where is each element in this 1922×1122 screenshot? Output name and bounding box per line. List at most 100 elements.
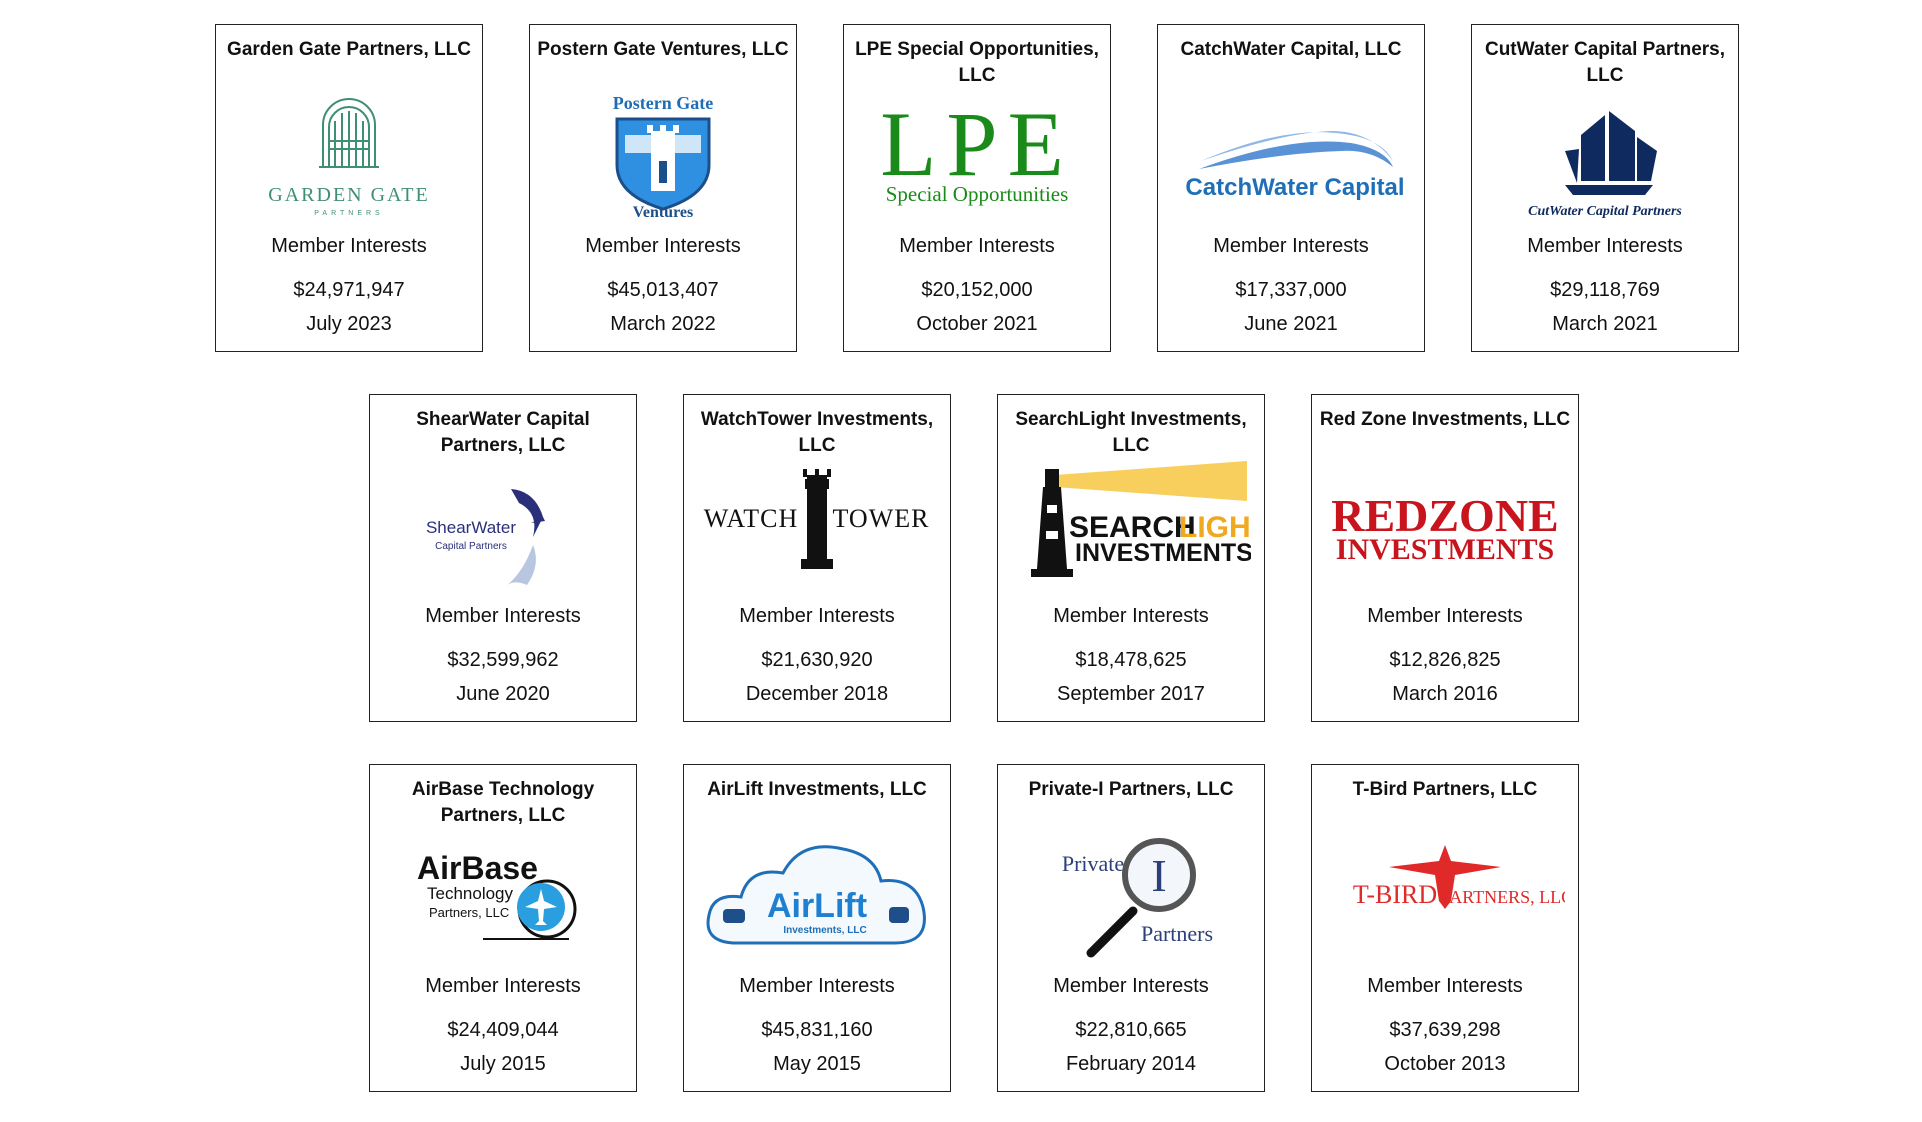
- interest-type: Member Interests: [1527, 235, 1683, 257]
- card-title: Private-I Partners, LLC: [1028, 779, 1234, 800]
- amount: $24,971,947: [293, 279, 405, 301]
- logo-text: T-BIRD: [1353, 880, 1437, 909]
- card-private-i: Private-I Partners, LLC Private I Partne…: [997, 764, 1265, 1092]
- date: February 2014: [1065, 1053, 1197, 1075]
- shearwater-logo: ShearWater Capital Partners: [380, 461, 626, 589]
- catchwater-logo: CatchWater Capital: [1168, 91, 1414, 219]
- card-t-bird: T-Bird Partners, LLC T-BIRD PARTNERS, LL…: [1311, 764, 1579, 1092]
- amount: $22,810,665: [1075, 1019, 1187, 1041]
- card-airbase: AirBase Technology Partners, LLC AirBase…: [369, 764, 637, 1092]
- amount: $20,152,000: [921, 279, 1033, 301]
- logo-text: CutWater Capital Partners: [1528, 204, 1682, 219]
- card-shearwater: ShearWater Capital Partners, LLC ShearWa…: [369, 394, 637, 722]
- logo-subtext: Special Opportunities: [886, 182, 1069, 206]
- logo-subtext: Investments, LLC: [783, 925, 866, 936]
- logo-subtext: PARTNERS: [314, 210, 383, 217]
- card-title: T-Bird Partners, LLC: [1352, 779, 1538, 800]
- card-lpe: LPE Special Opportunities, LLC LPE Speci…: [843, 24, 1111, 352]
- logo-subtext: TOWER: [833, 504, 930, 533]
- date: March 2016: [1392, 683, 1498, 705]
- card-airlift: AirLift Investments, LLC AirLift Investm…: [683, 764, 951, 1092]
- card-title: AirBase Technology Partners, LLC: [411, 779, 595, 826]
- card-title: WatchTower Investments, LLC: [700, 409, 934, 456]
- airbase-logo: AirBase Technology Partners, LLC: [380, 831, 626, 959]
- date: October 2021: [916, 313, 1038, 335]
- date: May 2015: [773, 1053, 861, 1075]
- amount: $45,013,407: [607, 279, 719, 301]
- airlift-logo: AirLift Investments, LLC: [694, 831, 940, 959]
- card-title: AirLift Investments, LLC: [707, 779, 927, 800]
- amount: $37,639,298: [1389, 1019, 1501, 1041]
- date: October 2013: [1384, 1053, 1506, 1075]
- card-postern-gate: Postern Gate Ventures, LLC Postern Gate …: [529, 24, 797, 352]
- card-title: CatchWater Capital, LLC: [1180, 39, 1402, 60]
- interest-type: Member Interests: [739, 605, 895, 627]
- logo-text: LPE: [880, 93, 1074, 195]
- logo-text: CatchWater Capital: [1185, 174, 1404, 201]
- t-bird-logo: T-BIRD PARTNERS, LLC: [1322, 831, 1568, 959]
- card-title: Postern Gate Ventures, LLC: [537, 39, 789, 60]
- logo-text: ShearWater: [426, 518, 516, 537]
- logo-text: Private: [1062, 851, 1124, 876]
- amount: $17,337,000: [1235, 279, 1347, 301]
- interest-type: Member Interests: [899, 235, 1055, 257]
- amount: $29,118,769: [1550, 279, 1660, 301]
- interest-type: Member Interests: [271, 235, 427, 257]
- garden-gate-logo: GARDEN GATE PARTNERS: [226, 91, 472, 219]
- card-title: CutWater Capital Partners, LLC: [1484, 39, 1725, 86]
- card-searchlight: SearchLight Investments, LLC SEARCH LIGH…: [997, 394, 1265, 722]
- interest-type: Member Interests: [1367, 605, 1523, 627]
- date: December 2018: [745, 683, 889, 705]
- card-title: Garden Gate Partners, LLC: [227, 39, 471, 60]
- card-title: SearchLight Investments, LLC: [1015, 409, 1247, 456]
- amount: $21,630,920: [761, 649, 873, 671]
- logo-subtext: Partners: [1141, 921, 1213, 946]
- amount: $12,826,825: [1389, 649, 1501, 671]
- logo-text: WATCH: [704, 504, 799, 533]
- date: July 2023: [306, 313, 392, 335]
- redzone-logo: REDZONE INVESTMENTS: [1322, 461, 1568, 589]
- card-catchwater: CatchWater Capital, LLC CatchWater Capit…: [1157, 24, 1425, 352]
- date: March 2021: [1552, 313, 1658, 335]
- watchtower-logo: WATCH TOWER: [694, 461, 940, 589]
- cutwater-logo: CutWater Capital Partners: [1482, 91, 1728, 219]
- card-cutwater: CutWater Capital Partners, LLC CutWater …: [1471, 24, 1739, 352]
- logo-subtext: INVESTMENTS: [1336, 533, 1554, 566]
- amount: $45,831,160: [761, 1019, 873, 1041]
- logo-subtext: PARTNERS, LLC: [1441, 887, 1565, 907]
- lpe-logo: LPE Special Opportunities: [854, 91, 1100, 219]
- logo-subtext-2: Partners, LLC: [429, 905, 509, 920]
- logo-text-2: LIGHT: [1179, 511, 1251, 544]
- amount: $32,599,962: [447, 649, 559, 671]
- logo-subtext: Ventures: [633, 204, 693, 219]
- amount: $24,409,044: [447, 1019, 559, 1041]
- postern-gate-logo: Postern Gate Ventures: [540, 91, 786, 219]
- date: June 2021: [1244, 313, 1338, 335]
- logo-subtext: INVESTMENTS: [1075, 539, 1251, 567]
- logo-subtext: Capital Partners: [435, 541, 507, 552]
- card-watchtower: WatchTower Investments, LLC WATCH TOWER …: [683, 394, 951, 722]
- card-redzone: Red Zone Investments, LLC REDZONE INVEST…: [1311, 394, 1579, 722]
- logo-text: SEARCH: [1069, 511, 1196, 544]
- date: July 2015: [460, 1053, 546, 1075]
- interest-type: Member Interests: [1053, 605, 1209, 627]
- logo-text: AirLift: [767, 887, 867, 925]
- interest-type: Member Interests: [1053, 975, 1209, 997]
- interest-type: Member Interests: [425, 605, 581, 627]
- date: March 2022: [610, 313, 716, 335]
- interest-type: Member Interests: [1367, 975, 1523, 997]
- date: September 2017: [1057, 683, 1205, 705]
- interest-type: Member Interests: [1213, 235, 1369, 257]
- card-title: Red Zone Investments, LLC: [1319, 409, 1571, 430]
- interest-type: Member Interests: [585, 235, 741, 257]
- logo-text-2: I: [1151, 850, 1166, 901]
- logo-text: REDZONE: [1331, 490, 1558, 541]
- card-title: ShearWater Capital Partners, LLC: [416, 409, 590, 456]
- logo-text: GARDEN GATE: [268, 184, 429, 206]
- logo-text: AirBase: [417, 850, 538, 886]
- interest-type: Member Interests: [739, 975, 895, 997]
- private-i-logo: Private I Partners: [1008, 831, 1254, 959]
- amount: $18,478,625: [1075, 649, 1187, 671]
- searchlight-logo: SEARCH LIGHT INVESTMENTS: [1008, 461, 1254, 589]
- card-garden-gate: Garden Gate Partners, LLC GARDEN GATE PA…: [215, 24, 483, 352]
